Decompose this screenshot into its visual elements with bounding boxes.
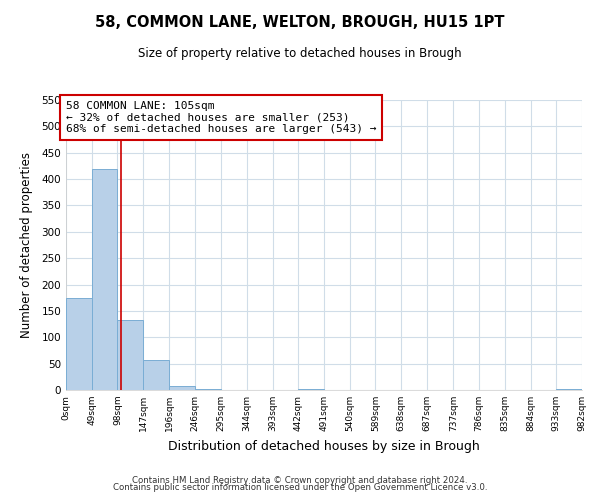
Bar bbox=[195, 389, 221, 390]
Bar bbox=[169, 386, 195, 390]
Text: Contains HM Land Registry data © Crown copyright and database right 2024.: Contains HM Land Registry data © Crown c… bbox=[132, 476, 468, 485]
Text: 58, COMMON LANE, WELTON, BROUGH, HU15 1PT: 58, COMMON LANE, WELTON, BROUGH, HU15 1P… bbox=[95, 15, 505, 30]
Text: 58 COMMON LANE: 105sqm
← 32% of detached houses are smaller (253)
68% of semi-de: 58 COMMON LANE: 105sqm ← 32% of detached… bbox=[66, 101, 377, 134]
X-axis label: Distribution of detached houses by size in Brough: Distribution of detached houses by size … bbox=[168, 440, 480, 452]
Bar bbox=[118, 320, 143, 390]
Y-axis label: Number of detached properties: Number of detached properties bbox=[20, 152, 33, 338]
Text: Size of property relative to detached houses in Brough: Size of property relative to detached ho… bbox=[138, 48, 462, 60]
Bar bbox=[556, 389, 582, 390]
Bar bbox=[298, 389, 324, 390]
Text: Contains public sector information licensed under the Open Government Licence v3: Contains public sector information licen… bbox=[113, 484, 487, 492]
Bar bbox=[66, 298, 92, 390]
Bar bbox=[143, 360, 169, 390]
Bar bbox=[92, 168, 118, 390]
